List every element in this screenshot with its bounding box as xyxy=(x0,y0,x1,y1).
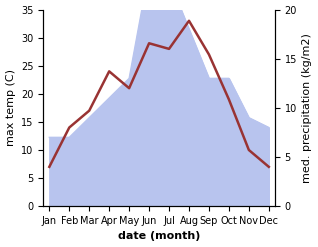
X-axis label: date (month): date (month) xyxy=(118,231,200,242)
Y-axis label: max temp (C): max temp (C) xyxy=(5,69,16,146)
Y-axis label: med. precipitation (kg/m2): med. precipitation (kg/m2) xyxy=(302,33,313,183)
